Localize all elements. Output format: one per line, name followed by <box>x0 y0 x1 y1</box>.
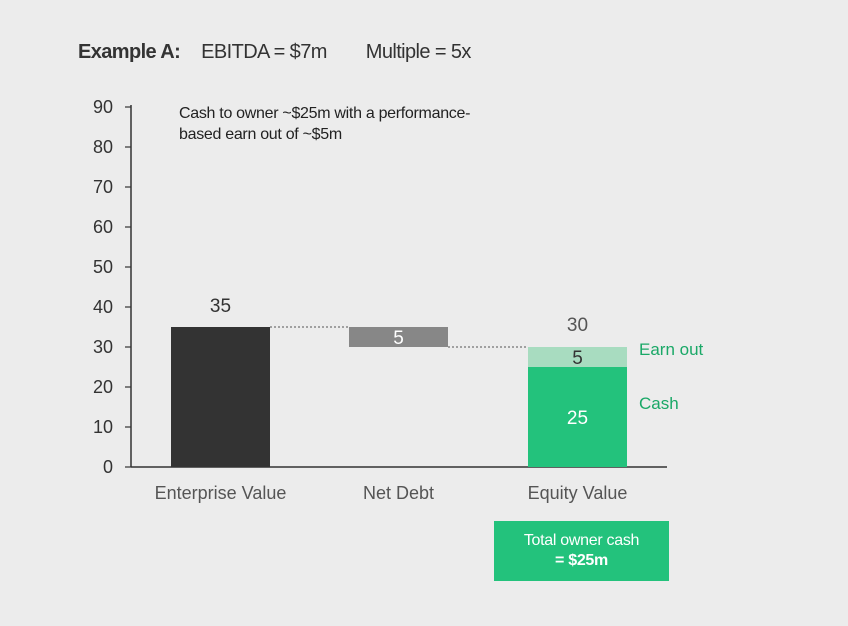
y-tick-label: 20 <box>93 377 113 397</box>
y-tick-label: 70 <box>93 177 113 197</box>
bar-segment <box>528 367 627 467</box>
x-category-label: Equity Value <box>528 483 628 503</box>
bar-total-label: 35 <box>210 296 231 317</box>
chart-annotation: Cash to owner ~$25m with a performance- … <box>179 103 539 145</box>
ebitda-text: EBITDA = $7m <box>201 41 327 63</box>
multiple-text: Multiple = 5x <box>365 41 472 63</box>
y-tick-label: 50 <box>93 257 113 277</box>
series-legend-label: Cash <box>639 394 679 413</box>
total-box-line-2: = $25m <box>555 552 608 569</box>
y-tick-label: 30 <box>93 337 113 357</box>
bar-segment <box>528 347 627 367</box>
total-owner-cash-box: Total owner cash = $25m <box>494 521 669 581</box>
y-tick-label: 80 <box>93 137 113 157</box>
bar-value-label: 25 <box>567 408 588 429</box>
series-legend-label: Earn out <box>639 340 704 359</box>
y-tick-label: 10 <box>93 417 113 437</box>
chart-header: Example A: EBITDA = $7m Multiple = 5x <box>78 41 471 64</box>
y-tick-label: 60 <box>93 217 113 237</box>
bar-total-label: 30 <box>567 315 588 336</box>
example-label: Example A: <box>78 41 181 63</box>
x-category-label: Net Debt <box>363 483 434 503</box>
annotation-line-2: based earn out of ~$5m <box>179 126 342 143</box>
y-tick-label: 0 <box>103 457 113 477</box>
y-tick-label: 40 <box>93 297 113 317</box>
y-tick-label: 90 <box>93 97 113 117</box>
bar-value-label: 5 <box>572 348 583 369</box>
total-box-line-1: Total owner cash <box>523 532 640 549</box>
bar-segment <box>171 327 270 467</box>
annotation-line-1: Cash to owner ~$25m with a performance- <box>179 105 471 122</box>
bar-segment <box>349 327 448 347</box>
bar-value-label: 5 <box>393 328 404 349</box>
x-category-label: Enterprise Value <box>155 483 287 503</box>
